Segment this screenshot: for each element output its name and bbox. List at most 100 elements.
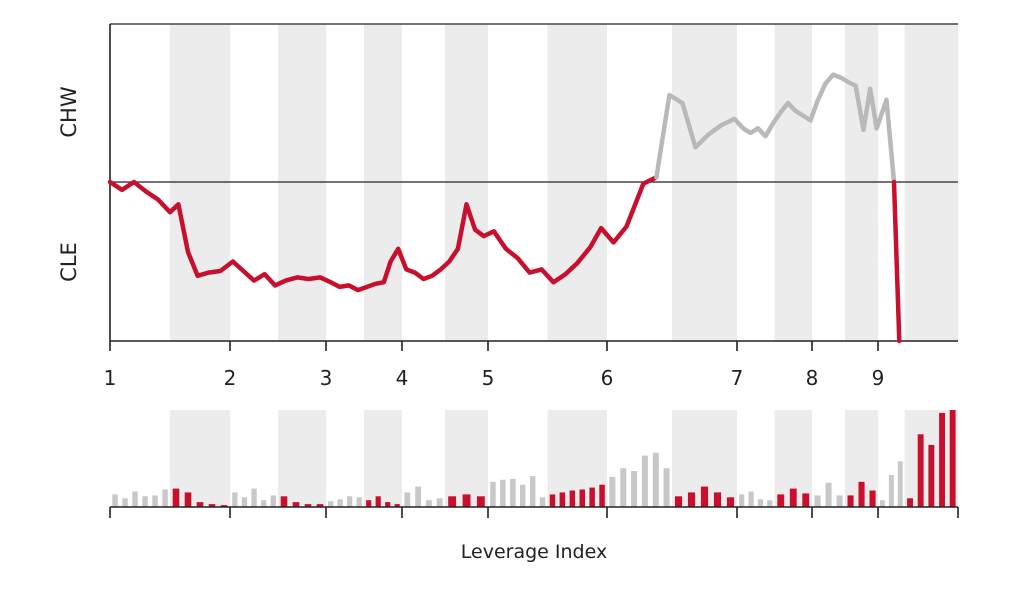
bar-gray: [347, 496, 353, 507]
bar-gray: [539, 497, 546, 507]
bar-red: [366, 500, 372, 507]
x-tick-label: 8: [806, 366, 819, 390]
bar-red: [928, 444, 935, 507]
shaded-band-bottom: [364, 410, 402, 507]
bottom-bars: [112, 410, 956, 508]
x-tick-label: 2: [224, 366, 237, 390]
bar-red: [280, 496, 288, 507]
bar-red: [462, 494, 471, 507]
bar-red: [292, 502, 300, 507]
x-tick-label: 6: [601, 366, 614, 390]
bar-gray: [142, 496, 148, 507]
bar-red: [385, 502, 391, 507]
bar-gray: [888, 475, 894, 507]
bar-gray: [663, 468, 670, 507]
x-tick-label: 7: [731, 366, 744, 390]
bar-gray: [814, 495, 821, 507]
bar-gray: [132, 491, 138, 507]
x-axis-label: Leverage Index: [461, 541, 607, 563]
bar-red: [589, 487, 595, 507]
bar-red: [789, 488, 797, 507]
bar-gray: [261, 500, 267, 507]
bar-red: [196, 502, 204, 507]
y-label-upper: CHW: [57, 86, 81, 137]
bar-gray: [328, 501, 334, 507]
bar-red: [220, 505, 228, 507]
bar-gray: [337, 499, 343, 507]
bar-gray: [748, 491, 754, 507]
bar-red: [375, 496, 381, 507]
bar-red: [476, 496, 485, 507]
x-tick-label: 3: [320, 366, 333, 390]
bar-gray: [356, 497, 362, 507]
bar-gray: [404, 492, 411, 507]
bottom-panel-axis: [109, 506, 959, 518]
bar-red: [939, 412, 945, 507]
bar-red: [579, 489, 585, 507]
bar-red: [726, 497, 735, 507]
bar-gray: [757, 499, 764, 507]
bar-gray: [825, 482, 832, 508]
bar-gray: [251, 488, 257, 507]
bar-gray: [415, 486, 422, 507]
bar-gray: [510, 478, 516, 507]
bar-gray: [112, 494, 118, 507]
x-tick-label: 9: [872, 366, 885, 390]
bar-red: [448, 496, 457, 507]
bar-red: [907, 498, 913, 507]
bar-gray: [490, 481, 496, 507]
bar-gray: [880, 500, 885, 507]
bar-gray: [767, 500, 773, 507]
bar-red: [394, 504, 400, 507]
bar-gray: [641, 455, 648, 507]
bar-red: [687, 492, 696, 507]
shaded-band-bottom: [547, 410, 607, 507]
bar-red: [858, 481, 865, 507]
bar-gray: [232, 492, 238, 507]
series-line: [891, 179, 902, 344]
bar-red: [713, 492, 722, 507]
x-axis-ticks: 1 2 3 4 5 6 7 8 9: [104, 341, 885, 390]
x-tick-label: 1: [104, 366, 117, 390]
bar-red: [184, 492, 192, 507]
bar-red: [917, 434, 924, 508]
bar-gray: [500, 479, 506, 507]
series-line: [654, 72, 897, 185]
bar-red: [569, 490, 576, 507]
bar-red: [559, 492, 566, 507]
bar-red: [172, 488, 180, 507]
bar-red: [316, 504, 324, 507]
bar-red: [599, 484, 605, 507]
bar-red: [949, 410, 956, 507]
bar-gray: [631, 471, 638, 507]
x-tick-label: 5: [482, 366, 495, 390]
bar-gray: [520, 484, 526, 507]
top-series-lines: [107, 72, 902, 344]
shaded-band-bottom: [170, 410, 230, 507]
bar-gray: [425, 500, 432, 507]
bar-red: [869, 490, 876, 507]
bar-red: [847, 495, 854, 507]
bar-red: [674, 496, 683, 507]
bar-red: [304, 504, 312, 507]
bar-gray: [162, 489, 168, 507]
shaded-band-bottom: [278, 410, 326, 507]
bar-gray: [122, 498, 128, 507]
bar-gray: [241, 497, 248, 507]
bar-red: [208, 504, 216, 507]
bar-gray: [152, 495, 158, 507]
bar-red: [700, 486, 709, 507]
bar-gray: [836, 495, 843, 507]
top-panel-frame: [109, 23, 958, 342]
shaded-band-bottom: [445, 410, 488, 507]
bar-gray: [436, 498, 443, 507]
series-line: [107, 175, 659, 293]
bar-gray: [609, 476, 616, 507]
bar-gray: [529, 476, 536, 507]
x-tick-label: 4: [396, 366, 409, 390]
bar-red: [802, 493, 810, 507]
bar-gray: [270, 495, 276, 507]
bar-gray: [897, 461, 903, 507]
y-label-lower: CLE: [57, 242, 81, 282]
